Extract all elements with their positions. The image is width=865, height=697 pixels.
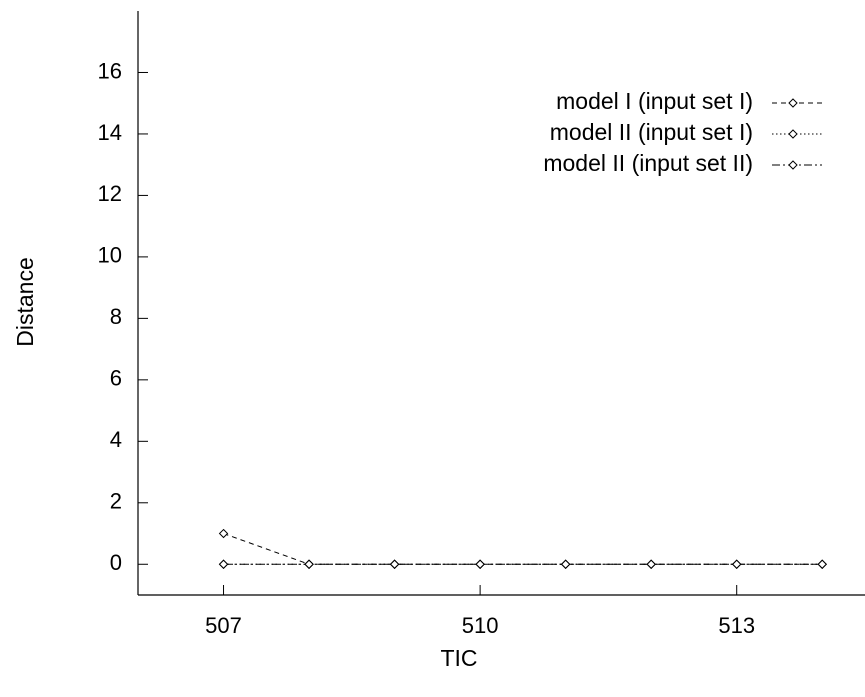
data-point — [560, 559, 571, 569]
y-tick-label: 16 — [98, 58, 122, 83]
y-tick-label: 4 — [110, 427, 122, 452]
data-point — [218, 559, 229, 569]
x-tick-label: 513 — [718, 613, 755, 638]
y-axis-label: Distance — [12, 257, 38, 346]
legend: model I (input set I) model II (input set… — [543, 88, 822, 176]
plot-frame — [137, 11, 865, 596]
legend-marker — [788, 98, 798, 108]
x-tick-label: 507 — [205, 613, 242, 638]
y-tick-label: 0 — [110, 550, 122, 575]
legend-item: model II (input set II) — [543, 150, 822, 176]
data-point — [817, 559, 827, 569]
y-tick-label: 6 — [110, 366, 122, 391]
y-tick-label: 10 — [98, 243, 122, 268]
data-point — [304, 559, 314, 569]
data-point — [646, 559, 656, 569]
data-point — [731, 559, 742, 569]
y-tick-label: 8 — [110, 304, 122, 329]
data-point — [475, 559, 485, 569]
y-tick-label: 14 — [98, 120, 122, 145]
series-1 — [218, 528, 827, 569]
y-axis: 0 2 4 6 8 10 12 14 16 — [98, 58, 148, 575]
y-tick-label: 12 — [98, 181, 122, 206]
legend-label: model I (input set I) — [556, 88, 753, 114]
legend-item: model I (input set I) — [556, 88, 822, 114]
legend-marker — [788, 129, 798, 139]
series-layer — [218, 528, 827, 569]
x-axis-label: TIC — [440, 645, 477, 671]
legend-item: model II (input set I) — [550, 119, 822, 145]
legend-label: model II (input set II) — [543, 150, 753, 176]
y-tick-label: 2 — [110, 489, 122, 514]
data-point — [218, 528, 229, 539]
series-line — [223, 533, 823, 565]
x-tick-label: 510 — [462, 613, 499, 638]
legend-label: model II (input set I) — [550, 119, 753, 145]
legend-marker — [788, 160, 798, 170]
data-point — [389, 559, 400, 569]
x-axis: 507 510 513 — [205, 585, 755, 638]
